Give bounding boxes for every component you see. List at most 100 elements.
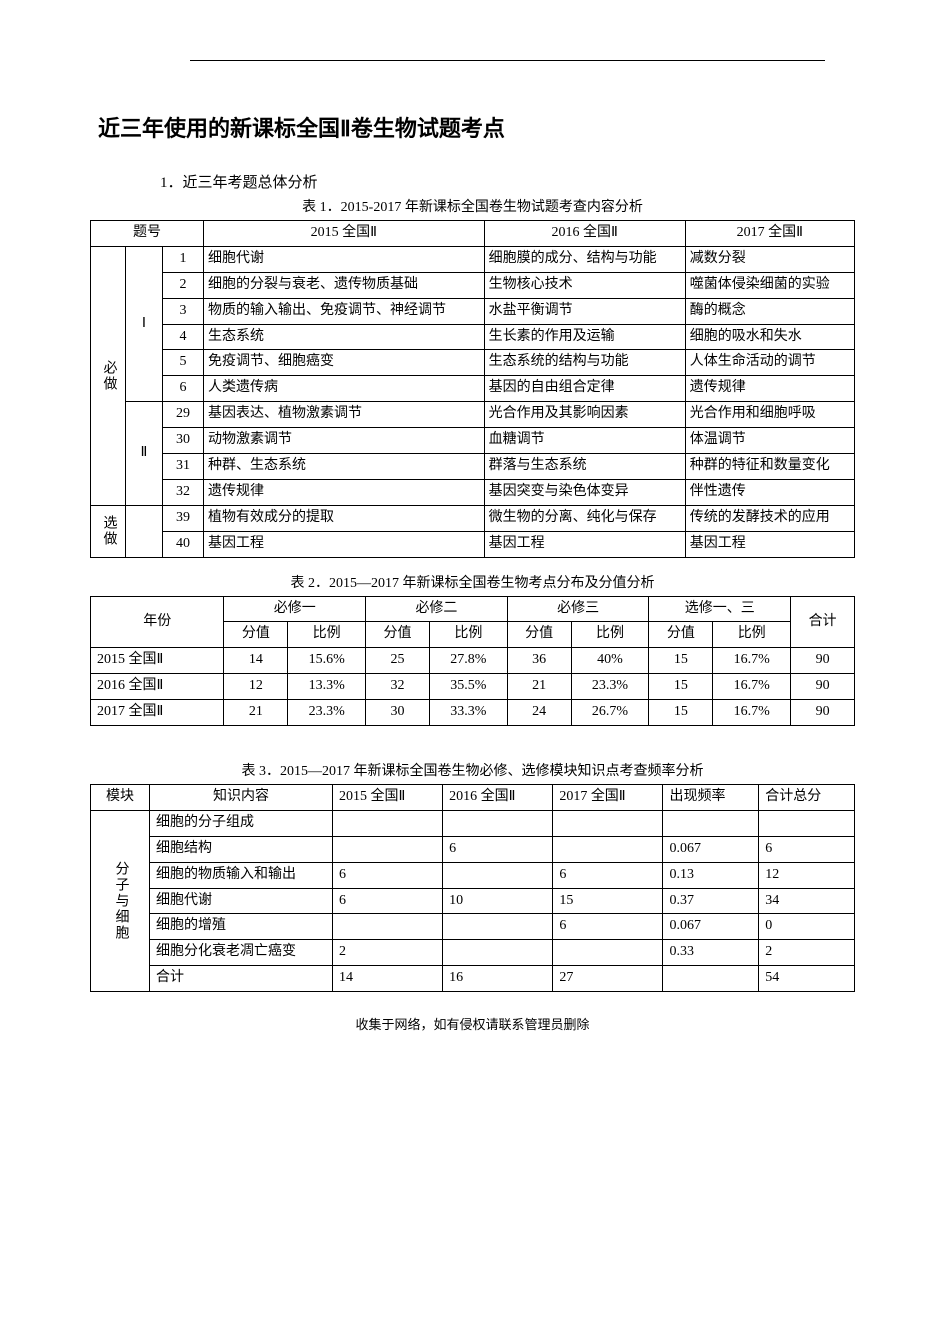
cell: 基因工程	[685, 531, 854, 557]
cell: 32	[163, 479, 204, 505]
cell	[553, 810, 663, 836]
col-header-qno: 题号	[91, 221, 204, 247]
cell: 30	[366, 700, 430, 726]
cell: 群落与生态系统	[484, 454, 685, 480]
cell: 基因表达、植物激素调节	[204, 402, 485, 428]
table-row: 细胞的增殖 6 0.067 0	[91, 914, 855, 940]
cell: 6	[553, 914, 663, 940]
cell: 90	[791, 700, 855, 726]
cell: 生长素的作用及运输	[484, 324, 685, 350]
cell: 比例	[571, 622, 649, 648]
cell: 4	[163, 324, 204, 350]
cell: 基因工程	[484, 531, 685, 557]
table3-caption: 表 3．2015—2017 年新课标全国卷生物必修、选修模块知识点考查频率分析	[90, 760, 855, 780]
col-header-total: 合计	[791, 596, 855, 648]
cell: 21	[507, 674, 571, 700]
cell: 90	[791, 648, 855, 674]
col-header-module: 模块	[91, 785, 150, 811]
table-row: 31 种群、生态系统 群落与生态系统 种群的特征和数量变化	[91, 454, 855, 480]
cell: 23.3%	[288, 700, 366, 726]
col-header-2016: 2016 全国Ⅱ	[484, 221, 685, 247]
cell: 分值	[366, 622, 430, 648]
cell: 免疫调节、细胞癌变	[204, 350, 485, 376]
cell: 16	[443, 966, 553, 992]
table-row: 合计 14 16 27 54	[91, 966, 855, 992]
cell: 细胞膜的成分、结构与功能	[484, 246, 685, 272]
cell: 遗传规律	[204, 479, 485, 505]
cell: 分值	[224, 622, 288, 648]
cell: 水盐平衡调节	[484, 298, 685, 324]
table-row: 模块 知识内容 2015 全国Ⅱ 2016 全国Ⅱ 2017 全国Ⅱ 出现频率 …	[91, 785, 855, 811]
cell: 伴性遗传	[685, 479, 854, 505]
col-header-2016: 2016 全国Ⅱ	[443, 785, 553, 811]
cell: 27	[553, 966, 663, 992]
cell	[443, 862, 553, 888]
cell	[333, 914, 443, 940]
col-header-m3: 必修三	[507, 596, 649, 622]
cell: 基因工程	[204, 531, 485, 557]
table-row: 分子与细胞 细胞的分子组成	[91, 810, 855, 836]
cell: 2016 全国Ⅱ	[91, 674, 224, 700]
table-row: 年份 必修一 必修二 必修三 选修一、三 合计	[91, 596, 855, 622]
table-row: 选做 39 植物有效成分的提取 微生物的分离、纯化与保存 传统的发酵技术的应用	[91, 505, 855, 531]
table-row: 细胞分化衰老凋亡癌变 2 0.33 2	[91, 940, 855, 966]
table-row: 40 基因工程 基因工程 基因工程	[91, 531, 855, 557]
cell: 39	[163, 505, 204, 531]
cell: 12	[759, 862, 855, 888]
cell	[126, 505, 163, 557]
table-row: 6 人类遗传病 基因的自由组合定律 遗传规律	[91, 376, 855, 402]
cell: 40	[163, 531, 204, 557]
cell: 噬菌体侵染细菌的实验	[685, 272, 854, 298]
cell: 16.7%	[713, 674, 791, 700]
cell: 6	[333, 888, 443, 914]
module-label: 分子与细胞	[91, 810, 150, 991]
col-header-m2: 必修二	[366, 596, 508, 622]
cell: 细胞的分子组成	[150, 810, 333, 836]
cell: 16.7%	[713, 648, 791, 674]
cell	[553, 940, 663, 966]
cell: 传统的发酵技术的应用	[685, 505, 854, 531]
cell: 基因的自由组合定律	[484, 376, 685, 402]
cell: 36	[507, 648, 571, 674]
table-row: 2015 全国Ⅱ 14 15.6% 25 27.8% 36 40% 15 16.…	[91, 648, 855, 674]
cell: 动物激素调节	[204, 428, 485, 454]
cell: 比例	[713, 622, 791, 648]
cell: 15	[649, 700, 713, 726]
cell: 14	[224, 648, 288, 674]
cell: 2	[759, 940, 855, 966]
table-row: 2 细胞的分裂与衰老、遗传物质基础 生物核心技术 噬菌体侵染细菌的实验	[91, 272, 855, 298]
cell: 15.6%	[288, 648, 366, 674]
group-sec1: Ⅰ	[126, 246, 163, 401]
table-1: 题号 2015 全国Ⅱ 2016 全国Ⅱ 2017 全国Ⅱ 必做 Ⅰ 1 细胞代…	[90, 220, 855, 558]
cell: 2	[163, 272, 204, 298]
cell	[333, 810, 443, 836]
cell: 14	[333, 966, 443, 992]
cell: 15	[649, 674, 713, 700]
table-row: Ⅱ 29 基因表达、植物激素调节 光合作用及其影响因素 光合作用和细胞呼吸	[91, 402, 855, 428]
cell: 2015 全国Ⅱ	[91, 648, 224, 674]
cell: 25	[366, 648, 430, 674]
cell: 32	[366, 674, 430, 700]
cell: 5	[163, 350, 204, 376]
cell	[443, 914, 553, 940]
table-row: 必做 Ⅰ 1 细胞代谢 细胞膜的成分、结构与功能 减数分裂	[91, 246, 855, 272]
cell	[443, 810, 553, 836]
group-xuanzuo: 选做	[91, 505, 126, 557]
cell: 31	[163, 454, 204, 480]
cell: 基因突变与染色体变异	[484, 479, 685, 505]
table-2: 年份 必修一 必修二 必修三 选修一、三 合计 分值 比例 分值 比例 分值 比…	[90, 596, 855, 726]
table-row: 4 生态系统 生长素的作用及运输 细胞的吸水和失水	[91, 324, 855, 350]
footer-text: 收集于网络，如有侵权请联系管理员删除	[90, 1014, 855, 1033]
cell: 6	[163, 376, 204, 402]
table-row: 3 物质的输入输出、免疫调节、神经调节 水盐平衡调节 酶的概念	[91, 298, 855, 324]
cell: 酶的概念	[685, 298, 854, 324]
table-row: 30 动物激素调节 血糖调节 体温调节	[91, 428, 855, 454]
cell: 13.3%	[288, 674, 366, 700]
top-rule	[190, 60, 825, 61]
cell: 34	[759, 888, 855, 914]
table-row: 5 免疫调节、细胞癌变 生态系统的结构与功能 人体生命活动的调节	[91, 350, 855, 376]
cell: 23.3%	[571, 674, 649, 700]
cell: 减数分裂	[685, 246, 854, 272]
cell: 生态系统	[204, 324, 485, 350]
cell: 35.5%	[429, 674, 507, 700]
